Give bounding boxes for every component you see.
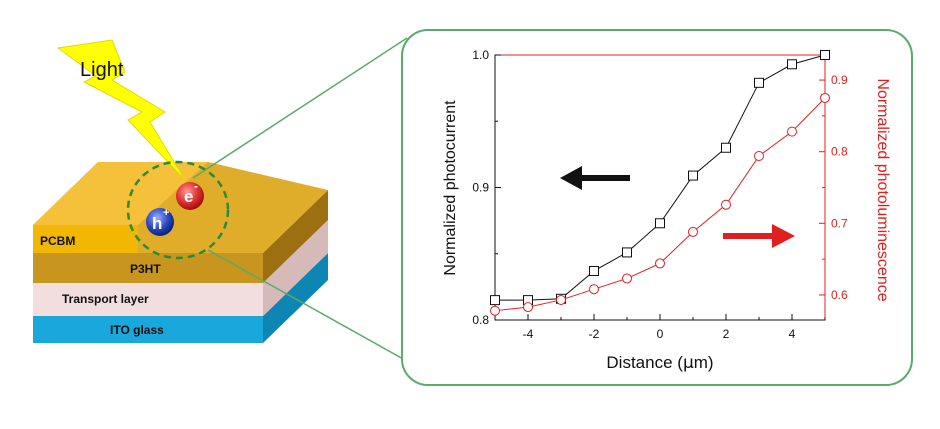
x-axis-title: Distance (μm) (606, 353, 713, 373)
x-tick-label: 0 (657, 327, 664, 341)
data-point-circle (688, 226, 698, 237)
data-point-circle (754, 150, 764, 161)
data-point-circle (787, 126, 797, 137)
transport-layer-side (263, 220, 328, 316)
data-point-square (490, 295, 500, 306)
data-point-square (589, 265, 599, 276)
chart: -4 -2 0 2 4 0.8 0.9 1.0 0.6 0.7 0.8 0.9 Distance … (442, 48, 891, 373)
electron-sup: - (194, 179, 198, 193)
y-right-tick-label: 0.9 (831, 73, 848, 87)
data-point-circle (655, 258, 665, 269)
y-left-tick-label: 0.8 (472, 313, 489, 327)
photoluminescence-series (490, 92, 830, 316)
left-arrow-icon (560, 166, 630, 190)
photocurrent-series (490, 50, 830, 306)
dashed-focus-circle (126, 160, 230, 260)
layer-label-p3ht: P3HT (130, 262, 161, 276)
light-label: Light (80, 59, 124, 81)
data-point-square (787, 59, 797, 70)
x-tick-label: -4 (523, 327, 534, 341)
y-right-tick-label: 0.8 (831, 145, 848, 159)
electron-symbol: e (184, 187, 193, 206)
y-right-axis-ticks: 0.6 0.7 0.8 0.9 (819, 73, 848, 302)
data-point-square (754, 77, 764, 88)
transport-layer-front (33, 283, 263, 316)
y-left-tick-label: 1.0 (472, 48, 489, 62)
zoom-line-bottom (207, 249, 406, 361)
x-tick-label: 2 (723, 327, 730, 341)
data-point-circle (820, 92, 830, 103)
layer-label-transport: Transport layer (62, 292, 149, 306)
y-left-tick-label: 0.9 (472, 181, 489, 195)
hole-symbol: h (152, 214, 162, 233)
layer-label-ito: ITO glass (110, 323, 164, 337)
data-point-square (820, 50, 830, 60)
x-axis-ticks: -4 -2 0 2 4 (494, 314, 826, 341)
hole-icon: h + (146, 207, 174, 236)
layer-label-pcbm: PCBM (40, 234, 75, 248)
y-left-axis-ticks: 0.8 0.9 1.0 (472, 48, 501, 327)
data-point-circle (589, 284, 599, 295)
data-point-circle (622, 273, 632, 284)
data-point-square (721, 142, 731, 153)
zoom-line-top (192, 37, 408, 179)
data-point-circle (523, 302, 533, 313)
x-tick-label: -2 (589, 327, 600, 341)
x-tick-label: 4 (789, 327, 796, 341)
data-point-square (622, 247, 632, 258)
data-point-circle (721, 199, 731, 210)
light-bolt-icon (56, 39, 186, 181)
top-surface-highlight (33, 162, 208, 225)
data-point-square (688, 170, 698, 181)
hole-sup: + (163, 207, 169, 219)
right-arrow-icon (723, 224, 795, 248)
p3ht-layer-side (263, 190, 328, 283)
data-point-circle (556, 294, 566, 305)
data-point-circle (490, 305, 500, 316)
y-right-tick-label: 0.7 (831, 216, 848, 230)
device-illustration: Light e - h (33, 37, 408, 361)
data-point-square (655, 218, 665, 229)
electron-icon: e - (176, 179, 204, 210)
pcbm-layer-front (33, 225, 138, 253)
y-left-axis-title: Normalized photocurrent (442, 100, 459, 276)
p3ht-layer-front (33, 253, 263, 283)
ito-layer-front (33, 316, 263, 343)
y-right-axis-title: Normalized photoluminescence (874, 78, 891, 301)
y-right-tick-label: 0.6 (831, 288, 848, 302)
